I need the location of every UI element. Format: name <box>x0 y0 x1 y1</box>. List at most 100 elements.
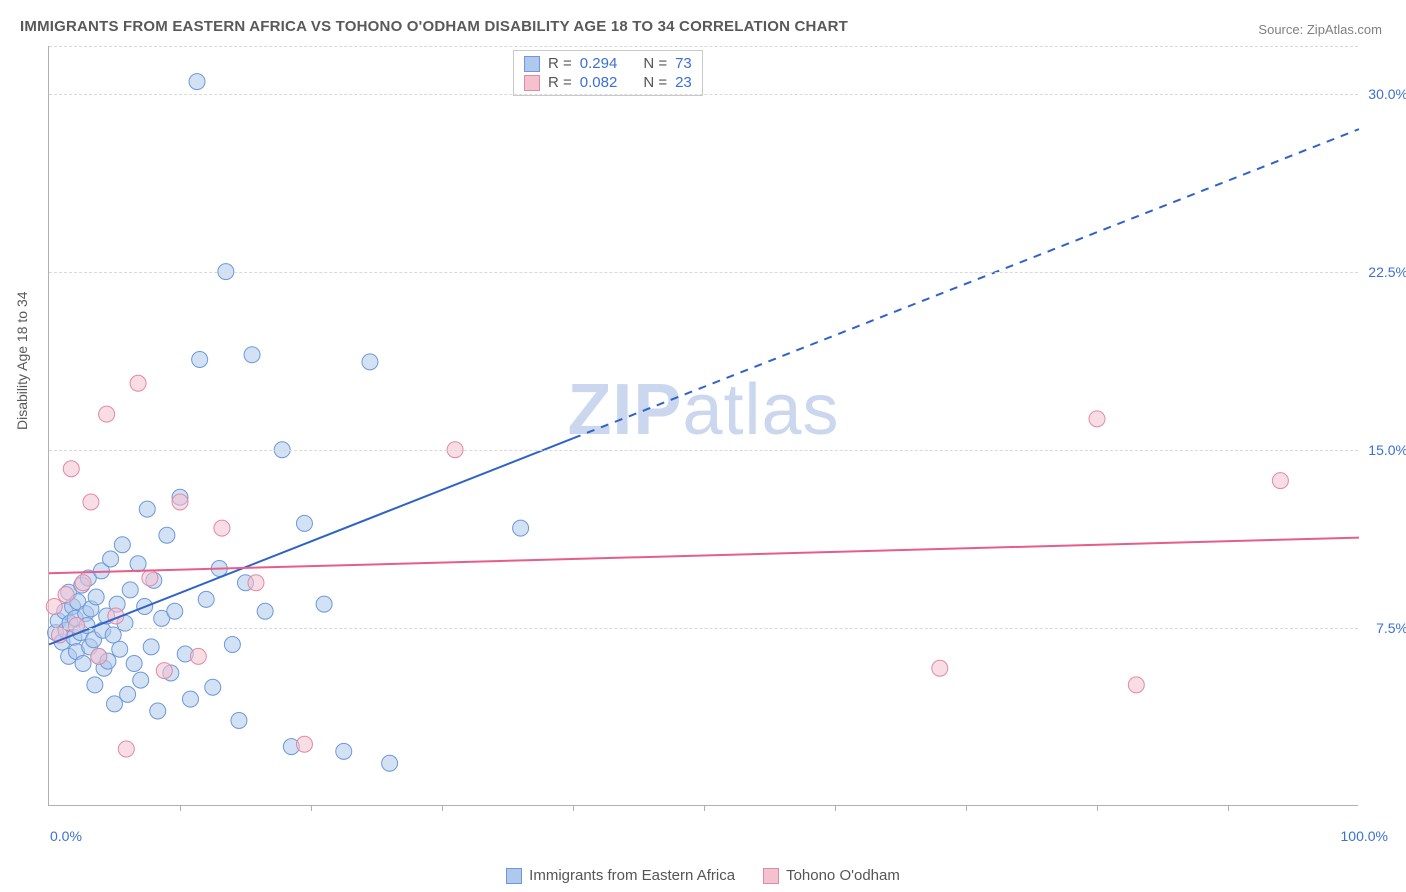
source-credit: Source: ZipAtlas.com <box>1258 22 1382 37</box>
data-point <box>75 656 91 672</box>
legend-stats: R = 0.294 N = 73 R = 0.082 N = 23 <box>513 50 703 96</box>
x-tick <box>1228 805 1229 811</box>
data-point <box>316 596 332 612</box>
data-point <box>114 537 130 553</box>
x-tick <box>704 805 705 811</box>
data-point <box>248 575 264 591</box>
data-point <box>189 74 205 90</box>
gridline-h <box>49 94 1358 95</box>
data-point <box>133 672 149 688</box>
data-point <box>513 520 529 536</box>
data-point <box>58 587 74 603</box>
n-label: N = <box>643 55 667 72</box>
data-point <box>1272 473 1288 489</box>
data-point <box>150 703 166 719</box>
data-point <box>112 641 128 657</box>
data-point <box>172 494 188 510</box>
data-point <box>159 527 175 543</box>
x-tick <box>311 805 312 811</box>
legend-swatch <box>524 56 540 72</box>
legend-series: Immigrants from Eastern Africa Tohono O'o… <box>0 867 1406 884</box>
chart-title: IMMIGRANTS FROM EASTERN AFRICA VS TOHONO… <box>20 18 848 35</box>
data-point <box>244 347 260 363</box>
data-point <box>63 461 79 477</box>
data-point <box>336 743 352 759</box>
r-value: 0.082 <box>580 74 618 91</box>
data-point <box>142 570 158 586</box>
plot-area: ZIPatlas R =0.294N =73R =0.082N =23 7.5%… <box>48 46 1358 806</box>
data-point <box>88 589 104 605</box>
data-point <box>1128 677 1144 693</box>
y-tick-label: 30.0% <box>1360 86 1406 102</box>
data-point <box>83 494 99 510</box>
gridline-h <box>49 628 1358 629</box>
gridline-h <box>49 46 1358 47</box>
source-value: ZipAtlas.com <box>1307 22 1382 37</box>
data-point <box>99 406 115 422</box>
data-point <box>362 354 378 370</box>
x-axis-max-label: 100.0% <box>1341 828 1388 844</box>
data-point <box>382 755 398 771</box>
n-value: 73 <box>675 55 692 72</box>
chart-container: IMMIGRANTS FROM EASTERN AFRICA VS TOHONO… <box>0 0 1406 892</box>
r-label: R = <box>548 74 572 91</box>
source-label: Source: <box>1258 22 1303 37</box>
data-point <box>296 736 312 752</box>
r-value: 0.294 <box>580 55 618 72</box>
n-value: 23 <box>675 74 692 91</box>
data-point <box>190 648 206 664</box>
data-point <box>257 603 273 619</box>
x-tick <box>835 805 836 811</box>
data-point <box>932 660 948 676</box>
data-point <box>103 551 119 567</box>
gridline-h <box>49 450 1358 451</box>
data-point <box>192 352 208 368</box>
legend-swatch <box>506 868 522 884</box>
x-tick <box>442 805 443 811</box>
data-point <box>122 582 138 598</box>
data-point <box>75 575 91 591</box>
data-point <box>130 556 146 572</box>
legend-stat-row: R = 0.082 N = 23 <box>524 73 692 92</box>
x-tick <box>966 805 967 811</box>
data-point <box>46 599 62 615</box>
legend-stat-row: R = 0.294 N = 73 <box>524 54 692 73</box>
plot-svg <box>49 46 1358 805</box>
trend-line <box>49 538 1359 574</box>
data-point <box>130 375 146 391</box>
data-point <box>120 686 136 702</box>
data-point <box>205 679 221 695</box>
data-point <box>87 677 103 693</box>
x-tick <box>180 805 181 811</box>
data-point <box>182 691 198 707</box>
data-point <box>214 520 230 536</box>
data-point <box>1089 411 1105 427</box>
n-label: N = <box>643 74 667 91</box>
data-point <box>126 656 142 672</box>
data-point <box>167 603 183 619</box>
r-label: R = <box>548 55 572 72</box>
data-point <box>139 501 155 517</box>
data-point <box>143 639 159 655</box>
gridline-h <box>49 272 1358 273</box>
legend-series-item: Immigrants from Eastern Africa <box>506 867 735 884</box>
data-point <box>118 741 134 757</box>
data-point <box>156 663 172 679</box>
data-point <box>296 515 312 531</box>
data-point <box>231 713 247 729</box>
y-tick-label: 15.0% <box>1360 442 1406 458</box>
legend-series-label: Tohono O'odham <box>786 867 900 884</box>
legend-swatch <box>524 75 540 91</box>
legend-series-label: Immigrants from Eastern Africa <box>529 867 735 884</box>
x-axis-min-label: 0.0% <box>50 828 82 844</box>
y-tick-label: 22.5% <box>1360 264 1406 280</box>
trend-line-dashed <box>573 129 1359 438</box>
data-point <box>105 627 121 643</box>
x-tick <box>1097 805 1098 811</box>
data-point <box>198 591 214 607</box>
data-point <box>91 648 107 664</box>
legend-series-item: Tohono O'odham <box>763 867 900 884</box>
data-point <box>224 637 240 653</box>
y-tick-label: 7.5% <box>1360 620 1406 636</box>
y-axis-label: Disability Age 18 to 34 <box>14 291 30 430</box>
